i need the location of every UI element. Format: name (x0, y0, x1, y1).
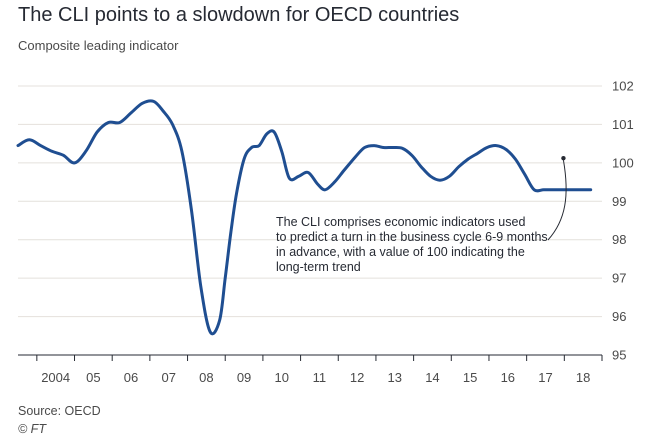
annotation: The CLI comprises economic indicators us… (276, 155, 567, 274)
annotation-line: The CLI comprises economic indicators us… (276, 215, 525, 229)
y-tick-label: 96 (612, 309, 626, 324)
chart-title: The CLI points to a slowdown for OECD co… (18, 4, 460, 26)
gridlines (18, 85, 602, 356)
chart-subtitle: Composite leading indicator (18, 38, 179, 53)
x-tick-label: 12 (350, 370, 364, 385)
y-tick-label: 101 (612, 117, 634, 132)
x-tick-label: 08 (199, 370, 213, 385)
y-tick-label: 95 (612, 348, 626, 363)
ft-credit: © FT (18, 422, 46, 436)
source-note: Source: OECD (18, 404, 101, 418)
x-tick-label: 2004 (41, 370, 70, 385)
y-tick-label: 97 (612, 271, 626, 286)
y-tick-label: 102 (612, 79, 634, 94)
y-tick-labels: 95 96 97 98 99 100 101 102 (612, 79, 634, 363)
annotation-leader-line (547, 160, 567, 241)
x-tick-label: 18 (576, 370, 590, 385)
y-tick-label: 100 (612, 155, 634, 170)
x-tick-label: 09 (237, 370, 251, 385)
x-tick-label: 05 (86, 370, 100, 385)
x-tick-label: 07 (161, 370, 175, 385)
annotation-line: long-term trend (276, 260, 361, 274)
annotation-line: to predict a turn in the business cycle … (276, 230, 548, 244)
x-tick-label: 11 (313, 370, 327, 385)
x-tick-label: 15 (463, 370, 477, 385)
y-tick-label: 99 (612, 194, 626, 209)
x-ticks: 2004 05 06 07 08 09 10 11 12 13 14 15 16 17 18 (36, 355, 603, 385)
x-tick-label: 17 (538, 370, 552, 385)
series-layer (16, 99, 593, 336)
x-tick-label: 13 (388, 370, 402, 385)
annotation-dot (561, 155, 566, 161)
cli-series-line (16, 99, 593, 336)
x-tick-label: 14 (425, 370, 439, 385)
annotation-line: in advance, with a value of 100 indicati… (276, 245, 525, 259)
x-tick-label: 06 (124, 370, 138, 385)
x-tick-label: 10 (275, 370, 289, 385)
y-tick-label: 98 (612, 232, 626, 247)
x-tick-label: 16 (501, 370, 515, 385)
